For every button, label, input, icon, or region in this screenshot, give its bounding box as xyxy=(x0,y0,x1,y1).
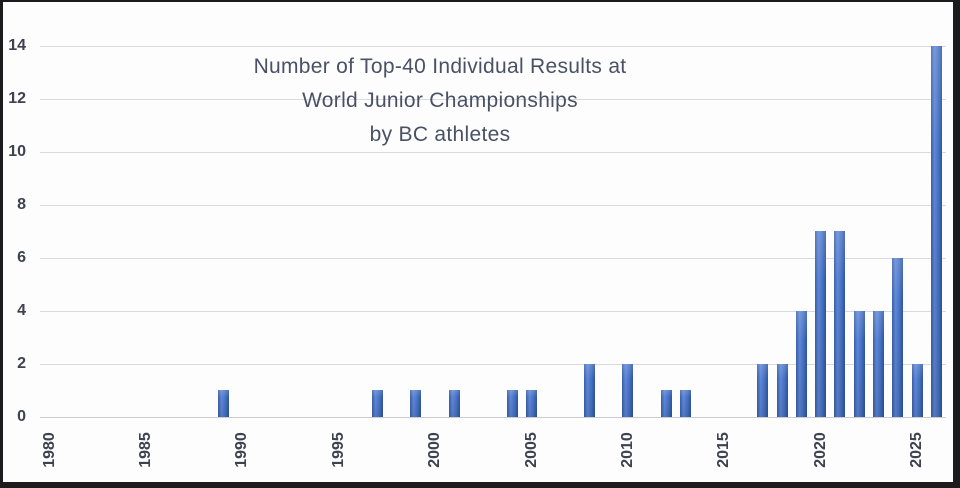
bar-2025 xyxy=(912,364,923,417)
x-tick-label-2005: 2005 xyxy=(523,432,540,468)
x-tick-label-2020: 2020 xyxy=(812,432,829,468)
y-tick-label-10: 10 xyxy=(8,143,26,160)
bar-2013 xyxy=(680,390,691,417)
bar-1989 xyxy=(218,390,229,417)
bar-2022 xyxy=(854,311,865,417)
bar-2018 xyxy=(777,364,788,417)
bar-1997 xyxy=(372,390,383,417)
bar-2023 xyxy=(873,311,884,417)
gridline-y-10 xyxy=(40,152,946,153)
chart-title-line-3: by BC athletes xyxy=(369,123,511,146)
chart-title: Number of Top-40 Individual Results at W… xyxy=(140,50,740,152)
bar-2010 xyxy=(622,364,633,417)
x-tick-label-2025: 2025 xyxy=(908,432,925,468)
x-tick-label-2000: 2000 xyxy=(426,432,443,468)
gridline-y-12 xyxy=(40,99,946,100)
y-tick-label-4: 4 xyxy=(17,302,26,319)
y-tick-label-8: 8 xyxy=(17,196,26,213)
bar-2005 xyxy=(526,390,537,417)
y-tick-label-2: 2 xyxy=(17,355,26,372)
bar-2004 xyxy=(507,390,518,417)
bar-2021 xyxy=(834,231,845,417)
x-axis-line xyxy=(40,417,946,418)
bar-1999 xyxy=(410,390,421,417)
x-tick-label-2010: 2010 xyxy=(619,432,636,468)
bar-2008 xyxy=(584,364,595,417)
bar-2012 xyxy=(661,390,672,417)
bar-2017 xyxy=(757,364,768,417)
y-tick-label-12: 12 xyxy=(8,90,26,107)
bar-2019 xyxy=(796,311,807,417)
y-tick-label-6: 6 xyxy=(17,249,26,266)
bar-2024 xyxy=(892,258,903,417)
bar-2020 xyxy=(815,231,826,417)
x-tick-label-1990: 1990 xyxy=(233,432,250,468)
chart-title-line-1: Number of Top-40 Individual Results at xyxy=(253,55,627,78)
gridline-y-2 xyxy=(40,364,946,365)
y-tick-label-0: 0 xyxy=(17,408,26,425)
x-tick-label-1985: 1985 xyxy=(137,432,154,468)
gridline-y-14 xyxy=(40,46,946,47)
gridline-y-4 xyxy=(40,311,946,312)
chart-title-line-2: World Junior Championships xyxy=(302,89,578,112)
bar-2026 xyxy=(931,46,942,417)
gridline-y-8 xyxy=(40,205,946,206)
y-tick-label-14: 14 xyxy=(8,37,26,54)
bar-2001 xyxy=(449,390,460,417)
gridline-y-6 xyxy=(40,258,946,259)
x-tick-label-2015: 2015 xyxy=(715,432,732,468)
x-tick-label-1995: 1995 xyxy=(330,432,347,468)
x-tick-label-1980: 1980 xyxy=(41,432,58,468)
